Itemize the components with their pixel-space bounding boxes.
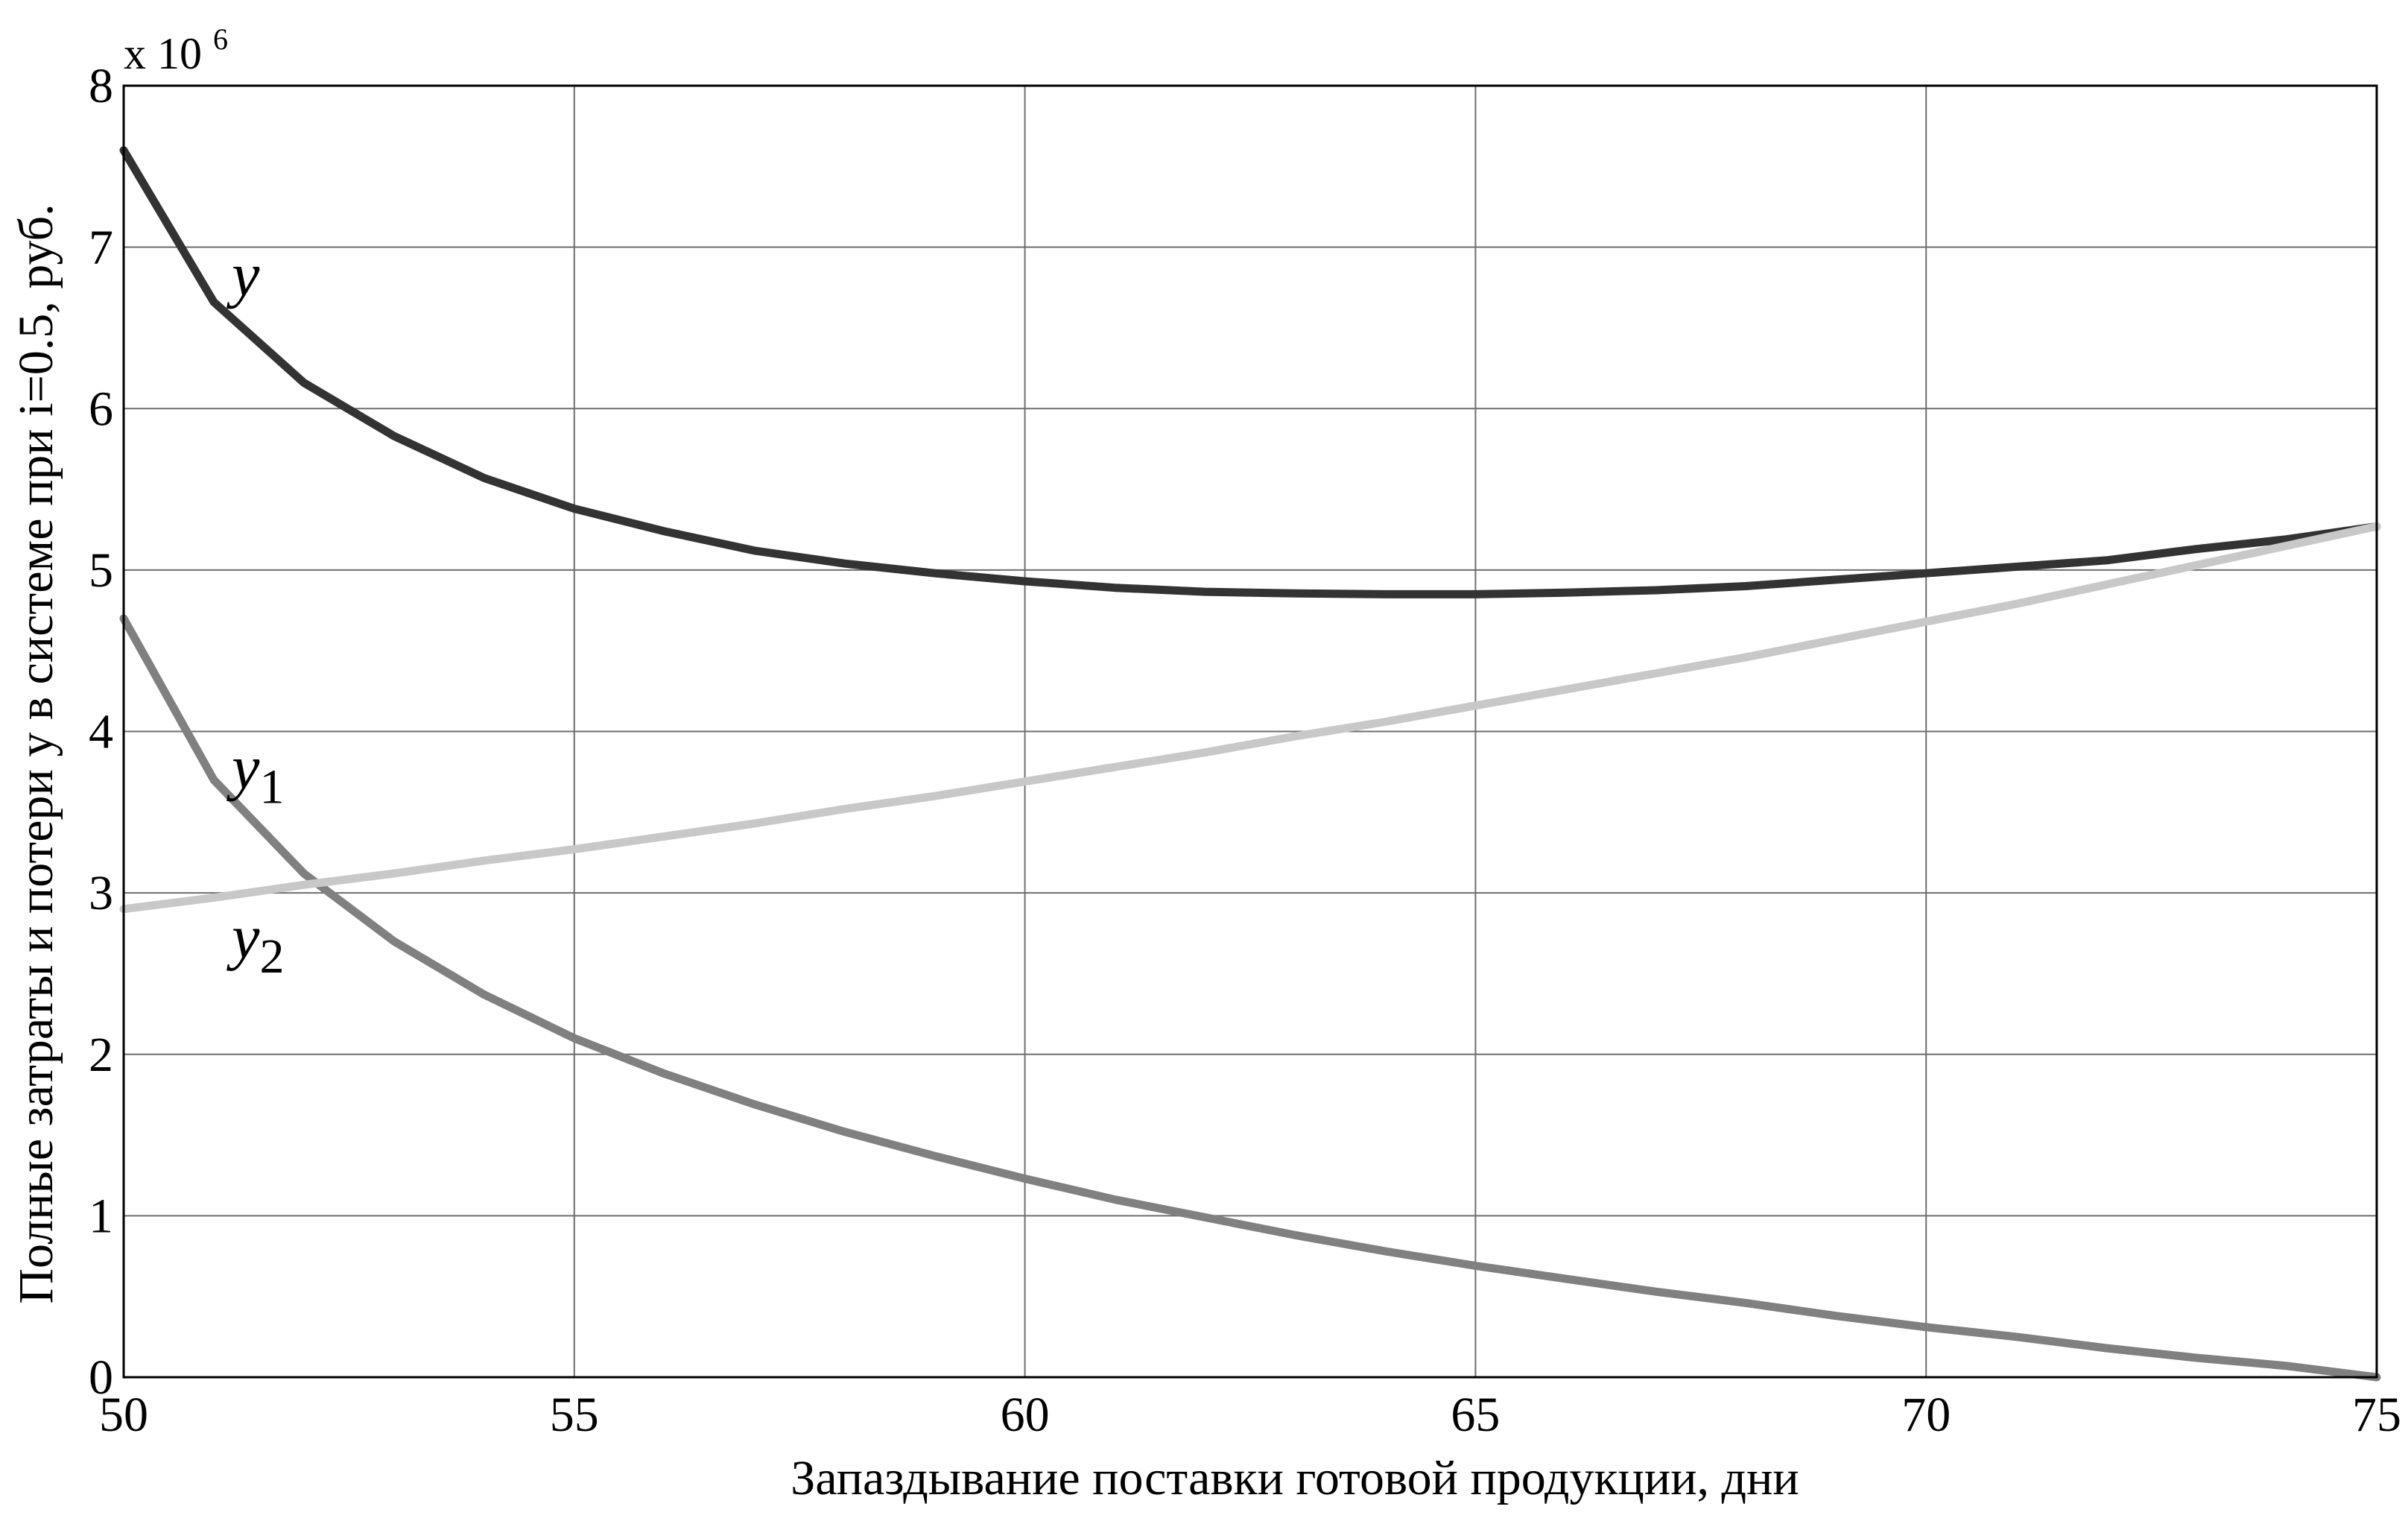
y-tick-label-2: 2: [89, 1028, 113, 1082]
x-tick-label-4: 70: [1901, 1388, 1951, 1442]
y-tick-label-8: 8: [89, 59, 113, 113]
y-tick-label-1: 1: [89, 1189, 113, 1243]
plot-frame: [122, 84, 2378, 1379]
series-layer: [119, 146, 2381, 1382]
series-label-y1: y1: [226, 733, 284, 814]
x-tick-label-3: 65: [1451, 1388, 1500, 1442]
x-axis-label: Запаздывание поставки готовой продукции,…: [790, 1451, 1799, 1505]
y-axis-multiplier-base: x 10: [124, 29, 202, 78]
series-line-y: [119, 146, 2381, 598]
y-axis-multiplier-exponent: 6: [213, 22, 228, 56]
x-tick-label-2: 60: [1001, 1388, 1050, 1442]
y-tick-label-0: 0: [89, 1350, 113, 1405]
y-tick-label-7: 7: [89, 221, 113, 275]
y-axis-multiplier: x 10 6: [124, 22, 228, 78]
y-tick-label-4: 4: [89, 705, 113, 759]
series-label-y2: y2: [226, 902, 284, 984]
series-labels: y y1 y2: [226, 241, 284, 984]
y-axis-label: Полные затраты и потери y в системе при …: [9, 203, 63, 1303]
x-tick-label-5: 75: [2352, 1388, 2401, 1442]
series-line-y2: [119, 522, 2381, 914]
tick-labels: 50 55 60 65 70 75 0 1 2 3 4 5 6 7 8: [89, 59, 2401, 1442]
series-line-y1: [119, 614, 2381, 1382]
grid: [123, 85, 2377, 1378]
x-tick-label-1: 55: [550, 1388, 599, 1442]
y-tick-label-5: 5: [89, 543, 113, 598]
y-tick-label-3: 3: [89, 866, 113, 920]
y-tick-label-6: 6: [89, 382, 113, 436]
series-label-y: y: [226, 241, 260, 310]
x-tick-label-0: 50: [99, 1388, 148, 1442]
